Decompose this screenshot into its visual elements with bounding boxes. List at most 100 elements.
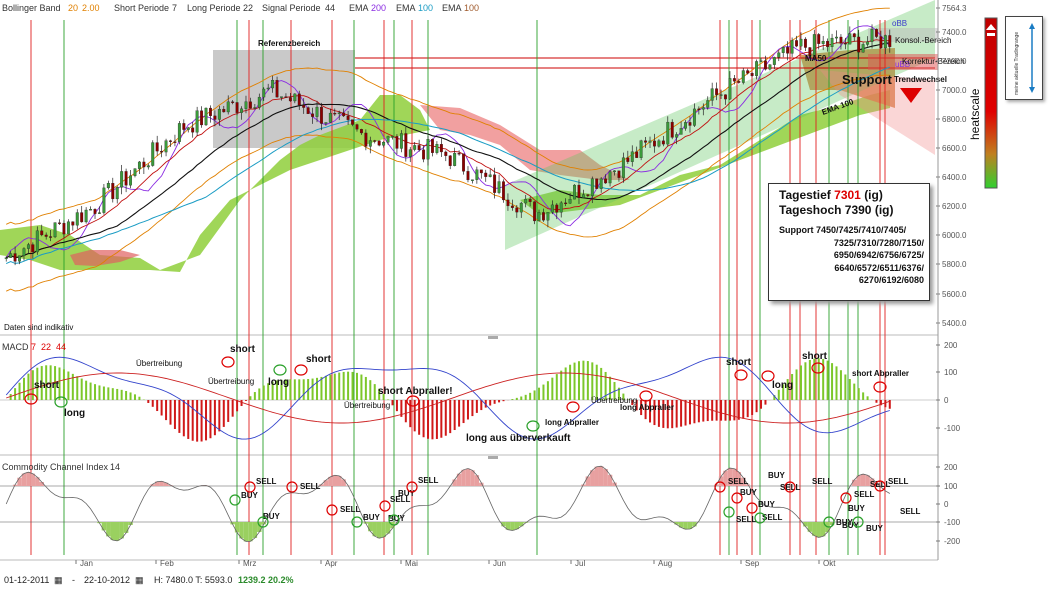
- cci-tick-label: 100: [944, 482, 958, 491]
- signal-circle: [823, 516, 835, 528]
- macd-histogram-bar: [635, 400, 638, 411]
- candle-body: [604, 178, 608, 184]
- calendar-icon[interactable]: ▦: [54, 575, 63, 585]
- cci-title: Commodity Channel Index: [2, 462, 109, 472]
- candle-body: [66, 221, 70, 235]
- candle-body: [368, 140, 372, 147]
- price-tick-label: 7200.0: [942, 57, 967, 66]
- macd-histogram-bar: [391, 400, 394, 406]
- macd-histogram-bar: [662, 400, 665, 428]
- candle-body: [470, 179, 474, 181]
- macd-histogram-bar: [617, 387, 620, 400]
- macd-histogram-bar: [173, 400, 176, 429]
- macd-histogram-bar: [187, 400, 190, 439]
- cci-signal-label: SELL: [418, 476, 439, 485]
- signal-circle: [388, 514, 400, 526]
- cci-signal-label: BUY: [740, 488, 758, 497]
- cci-signal-label: BUY: [866, 524, 884, 533]
- macd-histogram-bar: [302, 379, 305, 400]
- macd-histogram-bar: [40, 366, 43, 400]
- candle-body: [746, 70, 750, 74]
- macd-histogram-bar: [85, 380, 88, 400]
- range-stats: H: 7480.0 T: 5593.0: [154, 575, 233, 585]
- candle-body: [200, 110, 204, 126]
- cci-signal-label: BUY: [363, 513, 381, 522]
- macd-histogram-bar: [431, 400, 434, 440]
- candle-body: [524, 198, 528, 204]
- tagestief-line: Tagestief 7301 (ig): [779, 188, 883, 202]
- from-date[interactable]: 01-12-2011: [4, 575, 50, 585]
- candle-body: [133, 168, 137, 177]
- macd-histogram-bar: [27, 373, 30, 400]
- candle-body: [84, 209, 88, 223]
- price-tick-label: 7000.0: [942, 86, 967, 95]
- macd-histogram-bar: [560, 370, 563, 400]
- cci-line: [5, 465, 891, 542]
- candle-body: [111, 183, 115, 200]
- candle-body: [479, 169, 483, 174]
- candle-body: [688, 122, 692, 126]
- macd-histogram-bar: [49, 365, 52, 400]
- calendar-icon[interactable]: ▦: [135, 575, 144, 585]
- macd-histogram-bar: [111, 388, 114, 400]
- macd-tick-label: 200: [944, 341, 958, 350]
- macd-histogram-bar: [422, 400, 425, 438]
- to-date[interactable]: 22-10-2012: [84, 575, 131, 585]
- macd-annotation: short: [230, 344, 256, 355]
- candle-body: [124, 171, 128, 186]
- macd-histogram-bar: [888, 400, 891, 409]
- candle-body: [657, 140, 661, 147]
- signal-circle: [566, 401, 580, 413]
- candle-body: [790, 40, 794, 54]
- macd-histogram-bar: [36, 367, 39, 400]
- candle-body: [226, 101, 230, 113]
- candle-body: [621, 157, 625, 178]
- candle-body: [80, 212, 84, 223]
- macd-histogram-bar: [591, 362, 594, 400]
- candle-body: [386, 136, 390, 143]
- cci-tick-label: 0: [944, 500, 949, 509]
- candle-body: [195, 110, 199, 133]
- candle-body: [324, 122, 328, 124]
- signal-circle: [874, 480, 886, 492]
- macd-histogram-bar: [196, 400, 199, 442]
- candle-body: [675, 134, 679, 138]
- macd-histogram-bar: [493, 400, 496, 404]
- candle-body: [515, 207, 519, 213]
- candle-body: [395, 136, 399, 149]
- macd-histogram-bar: [857, 388, 860, 400]
- candle-body: [22, 248, 26, 256]
- candle-body: [617, 170, 621, 178]
- macd-histogram-bar: [644, 400, 647, 420]
- candle-body: [666, 121, 670, 145]
- macd-histogram-bar: [577, 361, 580, 400]
- macd-histogram-bar: [449, 400, 452, 434]
- candle-body: [408, 149, 412, 157]
- price-tick-label: 5800.0: [942, 260, 967, 269]
- macd-histogram-bar: [347, 371, 350, 400]
- macd-histogram-bar: [178, 400, 181, 433]
- candle-body: [284, 96, 288, 98]
- candle-body: [413, 145, 417, 150]
- macd-histogram-bar: [680, 400, 683, 427]
- candle-body: [590, 178, 594, 196]
- macd-histogram-bar: [538, 387, 541, 400]
- macd-histogram-bar: [586, 361, 589, 400]
- macd-histogram-bar: [733, 400, 736, 421]
- macd-histogram-bar: [551, 377, 554, 400]
- signal-circle: [852, 516, 864, 528]
- macd-histogram-bar: [378, 388, 381, 400]
- candle-body: [755, 61, 759, 76]
- macd-annotation: long: [64, 408, 85, 419]
- macd-panel: 200 100 0 -100 short long Übertreibung Übertrei…: [0, 341, 961, 444]
- month-label: Mrz: [243, 559, 256, 568]
- macd-histogram-bar: [316, 377, 319, 400]
- candle-body: [857, 36, 861, 53]
- tagestief-suffix: (ig): [864, 188, 883, 202]
- macd-histogram-bar: [848, 379, 851, 400]
- macd-histogram-bar: [351, 371, 354, 400]
- macd-histogram-bar: [600, 367, 603, 400]
- support-line: 6640/6572/6511/6376/: [834, 262, 924, 273]
- macd-histogram-bar: [835, 366, 838, 400]
